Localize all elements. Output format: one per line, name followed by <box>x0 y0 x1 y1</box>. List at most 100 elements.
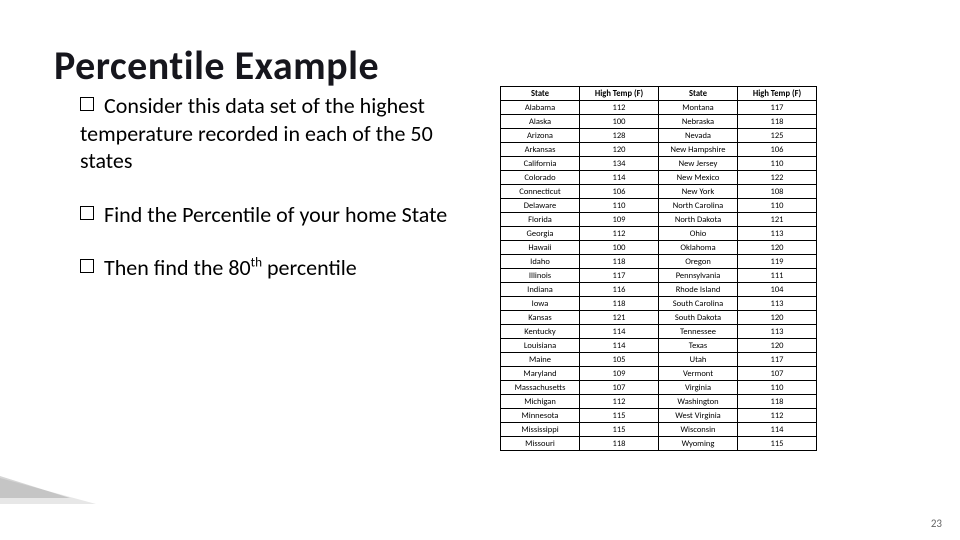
cell-temp: 104 <box>738 283 817 297</box>
cell-temp: 120 <box>738 311 817 325</box>
cell-temp: 115 <box>738 437 817 451</box>
table-row: Illinois117Pennsylvania111 <box>501 269 817 283</box>
cell-temp: 113 <box>738 227 817 241</box>
table-row: Colorado114New Mexico122 <box>501 171 817 185</box>
cell-state: Florida <box>501 213 580 227</box>
table-row: Connecticut106New York108 <box>501 185 817 199</box>
table-row: Kansas121South Dakota120 <box>501 311 817 325</box>
bullet-box-icon <box>80 206 94 220</box>
cell-state: New York <box>659 185 738 199</box>
table-row: Idaho118Oregon119 <box>501 255 817 269</box>
cell-state: Montana <box>659 101 738 115</box>
cell-state: Arizona <box>501 129 580 143</box>
cell-state: Vermont <box>659 367 738 381</box>
table-row: Alaska100Nebraska118 <box>501 115 817 129</box>
cell-temp: 114 <box>580 339 659 353</box>
cell-temp: 119 <box>738 255 817 269</box>
cell-temp: 110 <box>580 199 659 213</box>
cell-temp: 114 <box>738 423 817 437</box>
cell-state: South Carolina <box>659 297 738 311</box>
bullet-2-lead: Find <box>104 201 142 228</box>
th-temp-1: High Temp (F) <box>580 87 659 101</box>
bullet-3: Then find the 80th percentile <box>80 254 460 282</box>
bullet-3-post: percentile <box>262 254 357 281</box>
th-state-1: State <box>501 87 580 101</box>
cell-state: New Mexico <box>659 171 738 185</box>
cell-temp: 120 <box>738 241 817 255</box>
cell-state: Arkansas <box>501 143 580 157</box>
cell-temp: 134 <box>580 157 659 171</box>
cell-temp: 100 <box>580 241 659 255</box>
cell-state: Massachusetts <box>501 381 580 395</box>
cell-temp: 109 <box>580 367 659 381</box>
cell-state: Missouri <box>501 437 580 451</box>
cell-state: Indiana <box>501 283 580 297</box>
cell-temp: 106 <box>580 185 659 199</box>
table-header-row: State High Temp (F) State High Temp (F) <box>501 87 817 101</box>
bullet-3-sup: th <box>251 254 262 271</box>
table-row: Kentucky114Tennessee113 <box>501 325 817 339</box>
cell-state: Oregon <box>659 255 738 269</box>
cell-temp: 114 <box>580 325 659 339</box>
cell-state: Rhode Island <box>659 283 738 297</box>
cell-state: New Hampshire <box>659 143 738 157</box>
cell-temp: 120 <box>738 339 817 353</box>
th-state-2: State <box>659 87 738 101</box>
cell-state: Washington <box>659 395 738 409</box>
cell-temp: 110 <box>738 157 817 171</box>
cell-state: Tennessee <box>659 325 738 339</box>
cell-state: Maine <box>501 353 580 367</box>
cell-state: Wyoming <box>659 437 738 451</box>
cell-temp: 113 <box>738 325 817 339</box>
cell-state: Wisconsin <box>659 423 738 437</box>
cell-state: Minnesota <box>501 409 580 423</box>
cell-state: Idaho <box>501 255 580 269</box>
cell-state: Alaska <box>501 115 580 129</box>
table-row: Missouri118Wyoming115 <box>501 437 817 451</box>
cell-state: Ohio <box>659 227 738 241</box>
slide-body: Consider this data set of the highest te… <box>80 92 460 308</box>
cell-temp: 106 <box>738 143 817 157</box>
table-row: Louisiana114Texas120 <box>501 339 817 353</box>
cell-temp: 112 <box>580 227 659 241</box>
cell-temp: 120 <box>580 143 659 157</box>
cell-state: Mississippi <box>501 423 580 437</box>
cell-temp: 121 <box>580 311 659 325</box>
table-row: Michigan112Washington118 <box>501 395 817 409</box>
cell-temp: 107 <box>738 367 817 381</box>
table-row: Alabama112Montana117 <box>501 101 817 115</box>
cell-temp: 111 <box>738 269 817 283</box>
cell-temp: 118 <box>738 395 817 409</box>
cell-state: North Dakota <box>659 213 738 227</box>
table-row: Maryland109Vermont107 <box>501 367 817 381</box>
cell-state: West Virginia <box>659 409 738 423</box>
data-table-wrap: State High Temp (F) State High Temp (F) … <box>500 86 817 451</box>
bullet-box-icon <box>80 259 94 273</box>
decorative-wedge <box>0 476 70 498</box>
cell-state: Hawaii <box>501 241 580 255</box>
cell-state: Louisiana <box>501 339 580 353</box>
cell-state: Pennsylvania <box>659 269 738 283</box>
cell-temp: 121 <box>738 213 817 227</box>
cell-state: Oklahoma <box>659 241 738 255</box>
cell-state: North Carolina <box>659 199 738 213</box>
cell-state: Texas <box>659 339 738 353</box>
cell-temp: 100 <box>580 115 659 129</box>
cell-temp: 128 <box>580 129 659 143</box>
state-temp-table: State High Temp (F) State High Temp (F) … <box>500 86 817 451</box>
table-row: Delaware110North Carolina110 <box>501 199 817 213</box>
cell-state: Georgia <box>501 227 580 241</box>
table-row: Georgia112Ohio113 <box>501 227 817 241</box>
cell-state: Delaware <box>501 199 580 213</box>
cell-temp: 118 <box>738 115 817 129</box>
cell-state: Iowa <box>501 297 580 311</box>
table-row: Minnesota115West Virginia112 <box>501 409 817 423</box>
cell-state: Michigan <box>501 395 580 409</box>
bullet-3-lead: Then <box>104 254 149 281</box>
table-row: California134New Jersey110 <box>501 157 817 171</box>
cell-temp: 110 <box>738 199 817 213</box>
cell-state: Maryland <box>501 367 580 381</box>
cell-temp: 116 <box>580 283 659 297</box>
bullet-1: Consider this data set of the highest te… <box>80 92 460 175</box>
bullet-box-icon <box>80 97 94 111</box>
